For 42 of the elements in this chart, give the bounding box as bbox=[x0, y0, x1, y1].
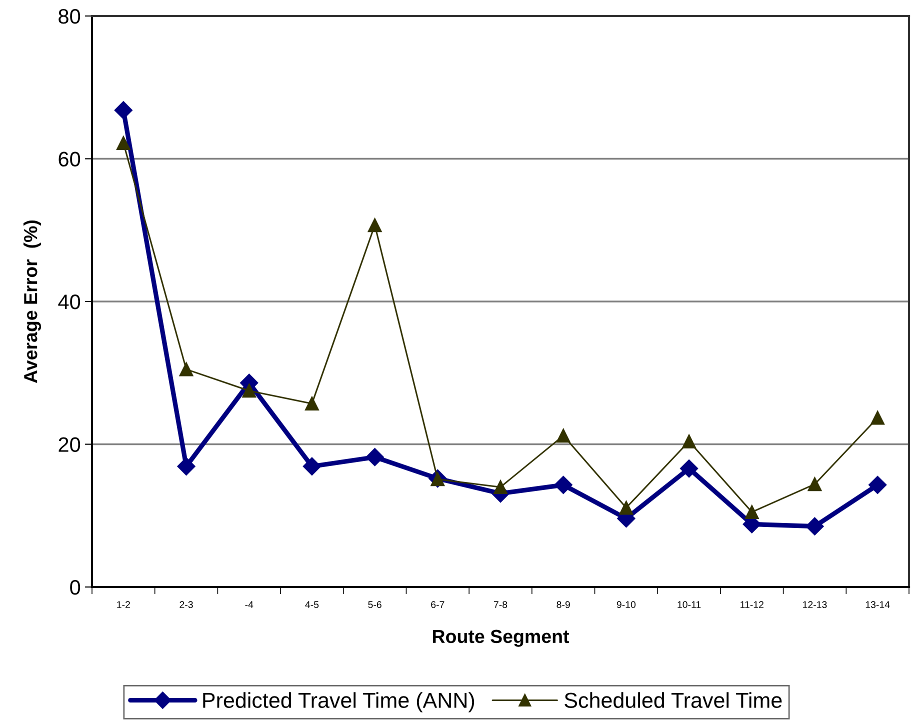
point bbox=[868, 476, 887, 494]
point bbox=[744, 505, 759, 519]
point bbox=[366, 448, 384, 466]
point bbox=[114, 101, 132, 120]
x-tick-label: 5-6 bbox=[368, 601, 382, 608]
point bbox=[242, 384, 256, 398]
x-tick-label: 6-7 bbox=[431, 601, 444, 608]
y-tick-label: 40 bbox=[58, 294, 80, 310]
x-tick-label: 7-8 bbox=[494, 601, 508, 608]
x-tick-label: 1-2 bbox=[117, 601, 130, 608]
x-tick-label: -4 bbox=[245, 601, 254, 608]
x-tick-label: 12-13 bbox=[803, 601, 827, 608]
point bbox=[305, 396, 319, 411]
point bbox=[116, 136, 130, 150]
x-tick-label: 11-12 bbox=[740, 601, 764, 608]
y-tick-label: 20 bbox=[58, 437, 80, 452]
point bbox=[494, 480, 508, 494]
point bbox=[619, 500, 634, 515]
legend-label: Scheduled Travel Time bbox=[564, 692, 782, 708]
point bbox=[682, 434, 696, 448]
x-tick-label: 4-5 bbox=[305, 601, 319, 608]
point bbox=[177, 457, 196, 476]
point bbox=[806, 517, 824, 536]
y-tick-label: 80 bbox=[58, 9, 80, 24]
x-tick-label: 2-3 bbox=[180, 601, 193, 608]
x-tick-label: 9-10 bbox=[616, 601, 636, 608]
point bbox=[179, 362, 194, 376]
y-tick-label: 0 bbox=[70, 580, 80, 595]
point bbox=[556, 428, 570, 443]
x-tick-label: 10-11 bbox=[678, 601, 701, 608]
y-tick-label: 60 bbox=[58, 152, 80, 167]
x-axis-title: Route Segment bbox=[433, 630, 570, 647]
point bbox=[680, 459, 698, 478]
point bbox=[808, 477, 822, 492]
point bbox=[870, 410, 885, 425]
point bbox=[554, 476, 572, 494]
point bbox=[368, 218, 382, 232]
y-axis-title: Average Error (%) bbox=[23, 220, 42, 383]
point bbox=[302, 457, 322, 476]
legend-label: Predicted Travel Time (ANN) bbox=[203, 692, 474, 712]
x-tick-label: 13-14 bbox=[866, 601, 890, 608]
x-tick-label: 8-9 bbox=[556, 601, 570, 608]
